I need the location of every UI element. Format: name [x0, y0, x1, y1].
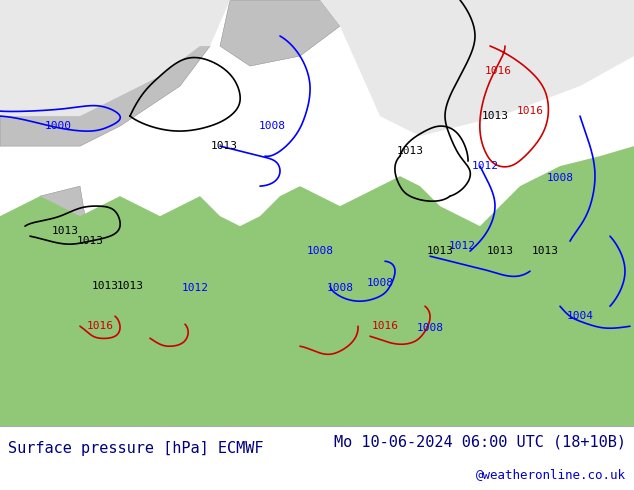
Text: 1013: 1013 — [210, 141, 238, 151]
Polygon shape — [0, 286, 634, 426]
Polygon shape — [220, 0, 340, 66]
Text: 1008: 1008 — [417, 323, 444, 333]
Text: Surface pressure [hPa] ECMWF: Surface pressure [hPa] ECMWF — [8, 441, 264, 456]
Text: 1008: 1008 — [306, 246, 333, 256]
Text: 1000: 1000 — [44, 121, 72, 131]
Text: 1004: 1004 — [567, 311, 593, 321]
Text: 1013: 1013 — [396, 146, 424, 156]
Text: 1012: 1012 — [448, 241, 476, 251]
Text: 1012: 1012 — [472, 161, 498, 171]
Polygon shape — [0, 0, 634, 136]
Text: Mo 10-06-2024 06:00 UTC (18+10B): Mo 10-06-2024 06:00 UTC (18+10B) — [334, 435, 626, 450]
Text: 1013: 1013 — [77, 236, 103, 246]
Text: 1013: 1013 — [91, 281, 119, 291]
Polygon shape — [0, 0, 210, 146]
Text: 1012: 1012 — [181, 283, 209, 293]
Text: 1013: 1013 — [51, 226, 79, 236]
Text: 1016: 1016 — [372, 321, 399, 331]
Text: @weatheronline.co.uk: @weatheronline.co.uk — [476, 467, 626, 481]
Text: 1013: 1013 — [481, 111, 508, 121]
Text: 1008: 1008 — [547, 173, 574, 183]
Text: 1008: 1008 — [366, 278, 394, 288]
Text: 1016: 1016 — [484, 66, 512, 76]
Text: 1016: 1016 — [517, 106, 543, 116]
Text: 1016: 1016 — [86, 321, 113, 331]
Text: 1008: 1008 — [259, 121, 285, 131]
Polygon shape — [0, 231, 35, 261]
Text: 1013: 1013 — [427, 246, 453, 256]
Text: 1013: 1013 — [486, 246, 514, 256]
Polygon shape — [40, 186, 85, 221]
Text: 1013: 1013 — [117, 281, 143, 291]
Text: 1008: 1008 — [327, 283, 354, 293]
Polygon shape — [0, 146, 634, 426]
Text: 1013: 1013 — [531, 246, 559, 256]
